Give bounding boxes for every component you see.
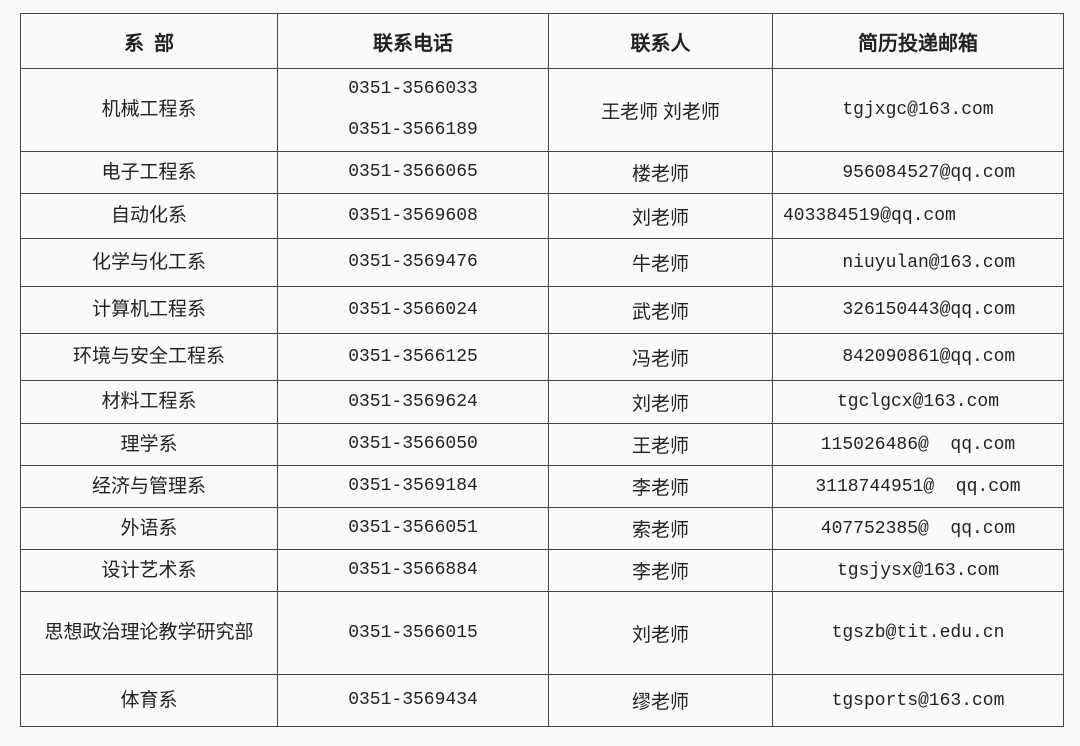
dept-cell: 体育系 [20, 674, 278, 727]
dept-cell: 计算机工程系 [20, 286, 278, 334]
email-cell[interactable]: 3118744951@ qq.com [772, 465, 1064, 508]
header-dept: 系 部 [20, 13, 278, 69]
phone-number: 0351-3566125 [348, 346, 478, 367]
dept-cell: 思想政治理论教学研究部 [20, 591, 278, 675]
email-cell[interactable]: 403384519@qq.com [772, 193, 1064, 239]
table-row: 设计艺术系 0351-3566884 李老师 tgsjysx@163.com [20, 549, 1064, 592]
phone-number: 0351-3569608 [348, 205, 478, 226]
email-cell[interactable]: tgsjysx@163.com [772, 549, 1064, 592]
email-cell[interactable]: tgclgcx@163.com [772, 380, 1064, 424]
phone-number: 0351-3569476 [348, 252, 478, 272]
email-cell[interactable]: 326150443@qq.com [772, 286, 1064, 334]
phone-cell: 0351-3566051 [277, 507, 549, 550]
table-row: 机械工程系 0351-3566033 0351-3566189 王老师 刘老师 tgjx… [20, 68, 1064, 152]
phone-cell: 0351-3566015 [277, 591, 549, 675]
phone-number: 0351-3566051 [348, 518, 478, 538]
table-row: 外语系 0351-3566051 索老师 407752385@ qq.com [20, 507, 1064, 550]
contact-cell: 王老师 [548, 423, 773, 466]
email-cell[interactable]: tgszb@tit.edu.cn [772, 591, 1064, 675]
phone-cell: 0351-3566065 [277, 151, 549, 194]
phone-cell: 0351-3566050 [277, 423, 549, 466]
phone-cell: 0351-3566125 [277, 333, 549, 381]
contact-cell: 刘老师 [548, 591, 773, 675]
table-row: 电子工程系 0351-3566065 楼老师 956084527@qq.com [20, 151, 1064, 194]
phone-number: 0351-3569434 [348, 690, 478, 710]
dept-cell: 环境与安全工程系 [20, 333, 278, 381]
phone-number: 0351-3569624 [348, 391, 478, 412]
contact-cell: 刘老师 [548, 193, 773, 239]
email-cell[interactable]: niuyulan@163.com [772, 238, 1064, 287]
contact-cell: 缪老师 [548, 674, 773, 727]
contact-cell: 索老师 [548, 507, 773, 550]
phone-cell: 0351-3566024 [277, 286, 549, 334]
phone-number: 0351-3569184 [348, 476, 478, 496]
email-cell[interactable]: 115026486@ qq.com [772, 423, 1064, 466]
table-row: 环境与安全工程系 0351-3566125 冯老师 842090861@qq.com [20, 333, 1064, 381]
table-row: 体育系 0351-3569434 缪老师 tgsports@163.com [20, 674, 1064, 727]
dept-cell: 材料工程系 [20, 380, 278, 424]
dept-cell: 设计艺术系 [20, 549, 278, 592]
dept-cell: 机械工程系 [20, 68, 278, 152]
phone-number: 0351-3566033 [348, 79, 478, 99]
contact-cell: 刘老师 [548, 380, 773, 424]
phone-number: 0351-3566065 [348, 162, 478, 182]
email-cell[interactable]: 956084527@qq.com [772, 151, 1064, 194]
phone-number: 0351-3566050 [348, 434, 478, 454]
contact-cell: 武老师 [548, 286, 773, 334]
email-cell[interactable]: 842090861@qq.com [772, 333, 1064, 381]
table-header-row: 系 部 联系电话 联系人 简历投递邮箱 [20, 13, 1064, 69]
table-row: 化学与化工系 0351-3569476 牛老师 niuyulan@163.com [20, 238, 1064, 287]
header-contact: 联系人 [548, 13, 773, 69]
table-row: 经济与管理系 0351-3569184 李老师 3118744951@ qq.com [20, 465, 1064, 508]
dept-cell: 外语系 [20, 507, 278, 550]
contact-table: 系 部 联系电话 联系人 简历投递邮箱 机械工程系 0351-3566033 035… [20, 13, 1064, 727]
phone-number: 0351-3566884 [348, 560, 478, 580]
dept-cell: 经济与管理系 [20, 465, 278, 508]
phone-number: 0351-3566024 [348, 299, 478, 320]
email-cell[interactable]: tgjxgc@163.com [772, 68, 1064, 152]
phone-cell: 0351-3569624 [277, 380, 549, 424]
contact-cell: 王老师 刘老师 [548, 68, 773, 152]
table-row: 理学系 0351-3566050 王老师 115026486@ qq.com [20, 423, 1064, 466]
email-cell[interactable]: tgsports@163.com [772, 674, 1064, 727]
phone-cell: 0351-3569476 [277, 238, 549, 287]
dept-cell: 电子工程系 [20, 151, 278, 194]
dept-cell: 自动化系 [20, 193, 278, 239]
dept-cell: 化学与化工系 [20, 238, 278, 287]
contact-cell: 牛老师 [548, 238, 773, 287]
phone-cell: 0351-3569608 [277, 193, 549, 239]
phone-cell: 0351-3566884 [277, 549, 549, 592]
table-row: 自动化系 0351-3569608 刘老师 403384519@qq.com [20, 193, 1064, 239]
contact-cell: 冯老师 [548, 333, 773, 381]
phone-number: 0351-3566189 [348, 120, 478, 140]
dept-cell: 理学系 [20, 423, 278, 466]
email-cell[interactable]: 407752385@ qq.com [772, 507, 1064, 550]
header-email: 简历投递邮箱 [772, 13, 1064, 69]
phone-cell: 0351-3566033 0351-3566189 [277, 68, 549, 152]
header-phone: 联系电话 [277, 13, 549, 69]
phone-cell: 0351-3569434 [277, 674, 549, 727]
table-row: 思想政治理论教学研究部 0351-3566015 刘老师 tgszb@tit.edu.… [20, 591, 1064, 675]
contact-cell: 楼老师 [548, 151, 773, 194]
contact-cell: 李老师 [548, 465, 773, 508]
table-row: 材料工程系 0351-3569624 刘老师 tgclgcx@163.com [20, 380, 1064, 424]
phone-number: 0351-3566015 [348, 622, 478, 643]
table-row: 计算机工程系 0351-3566024 武老师 326150443@qq.com [20, 286, 1064, 334]
phone-cell: 0351-3569184 [277, 465, 549, 508]
contact-cell: 李老师 [548, 549, 773, 592]
